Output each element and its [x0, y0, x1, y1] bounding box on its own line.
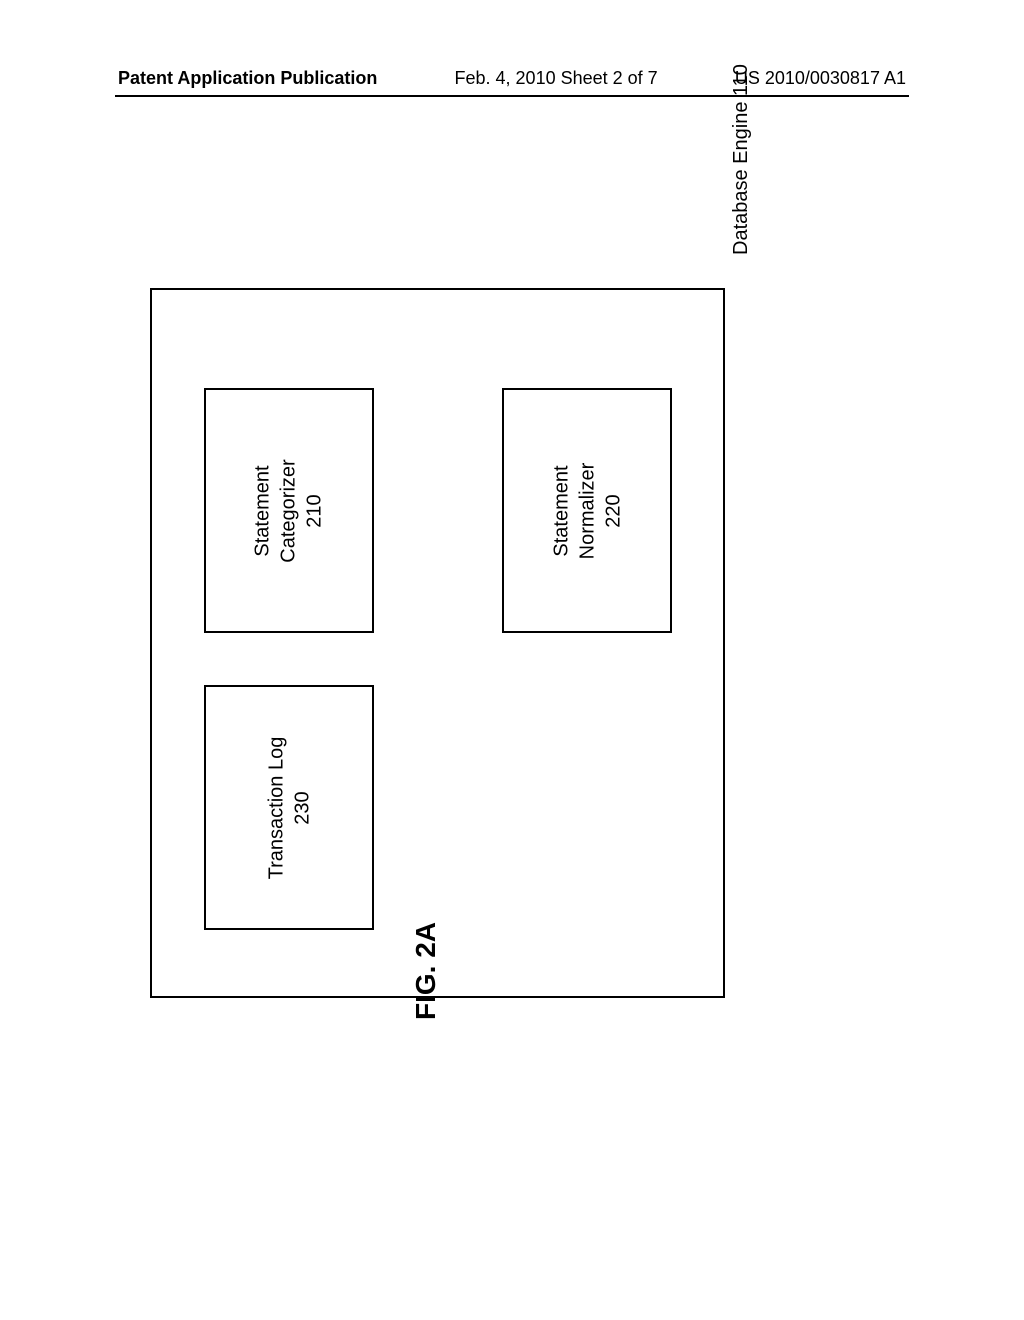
statement-normalizer-box: Statement Normalizer 220	[502, 388, 672, 633]
header-patent-number: US 2010/0030817 A1	[735, 68, 906, 89]
statement-categorizer-box: Statement Categorizer 210	[204, 388, 374, 633]
database-engine-box: Statement Categorizer 210 Statement Norm…	[150, 288, 725, 998]
transaction-log-box: Transaction Log 230	[204, 685, 374, 930]
header-publication: Patent Application Publication	[118, 68, 377, 89]
transaction-label: Transaction Log 230	[263, 736, 315, 879]
figure-label: FIG. 2A	[410, 922, 442, 1020]
header-divider	[115, 95, 909, 97]
header-sheet-info: Feb. 4, 2010 Sheet 2 of 7	[455, 68, 658, 89]
categorizer-label: Statement Categorizer 210	[250, 459, 328, 562]
diagram-area: Database Engine 110 Statement Categorize…	[150, 260, 780, 1000]
page-header: Patent Application Publication Feb. 4, 2…	[0, 68, 1024, 89]
normalizer-label: Statement Normalizer 220	[548, 462, 626, 559]
main-box-title: Database Engine 110	[730, 64, 753, 255]
